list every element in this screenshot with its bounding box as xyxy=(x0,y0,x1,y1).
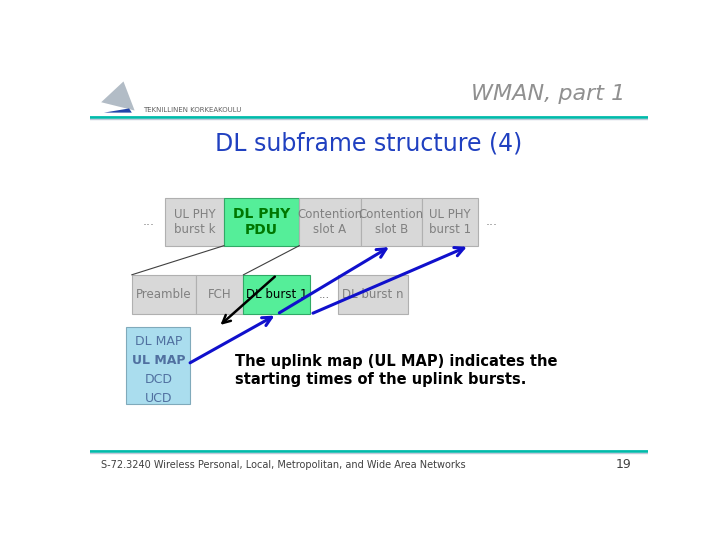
Text: DL burst n: DL burst n xyxy=(343,288,404,301)
Text: UL PHY
burst k: UL PHY burst k xyxy=(174,208,215,236)
Polygon shape xyxy=(101,82,135,111)
Text: FCH: FCH xyxy=(208,288,232,301)
FancyBboxPatch shape xyxy=(126,327,190,404)
FancyBboxPatch shape xyxy=(361,198,422,246)
FancyBboxPatch shape xyxy=(243,275,310,314)
Text: WMAN, part 1: WMAN, part 1 xyxy=(472,84,626,104)
Text: ...: ... xyxy=(486,215,498,228)
Text: UCD: UCD xyxy=(145,393,172,406)
Text: DL burst 1: DL burst 1 xyxy=(246,288,307,301)
FancyBboxPatch shape xyxy=(422,198,478,246)
FancyBboxPatch shape xyxy=(300,198,361,246)
Text: The uplink map (UL MAP) indicates the
starting times of the uplink bursts.: The uplink map (UL MAP) indicates the st… xyxy=(235,354,557,387)
Text: 19: 19 xyxy=(616,458,631,471)
FancyBboxPatch shape xyxy=(132,275,196,314)
FancyBboxPatch shape xyxy=(166,198,224,246)
Text: Preamble: Preamble xyxy=(136,288,192,301)
FancyBboxPatch shape xyxy=(338,275,408,314)
Text: UL MAP: UL MAP xyxy=(132,354,185,367)
Text: ...: ... xyxy=(319,288,330,301)
Polygon shape xyxy=(104,109,132,113)
Text: TEKNILLINEN KORKEAKOULU: TEKNILLINEN KORKEAKOULU xyxy=(143,107,241,113)
Text: S-72.3240 Wireless Personal, Local, Metropolitan, and Wide Area Networks: S-72.3240 Wireless Personal, Local, Metr… xyxy=(101,460,466,470)
Text: ...: ... xyxy=(143,215,155,228)
FancyBboxPatch shape xyxy=(224,198,300,246)
Text: Contention
slot B: Contention slot B xyxy=(359,208,424,236)
Text: DL MAP: DL MAP xyxy=(135,335,182,348)
Text: DCD: DCD xyxy=(144,373,172,386)
Text: DL subframe structure (4): DL subframe structure (4) xyxy=(215,132,523,156)
Text: UL PHY
burst 1: UL PHY burst 1 xyxy=(429,208,471,236)
Text: Contention
slot A: Contention slot A xyxy=(297,208,362,236)
Text: DL PHY
PDU: DL PHY PDU xyxy=(233,207,290,237)
FancyBboxPatch shape xyxy=(196,275,243,314)
